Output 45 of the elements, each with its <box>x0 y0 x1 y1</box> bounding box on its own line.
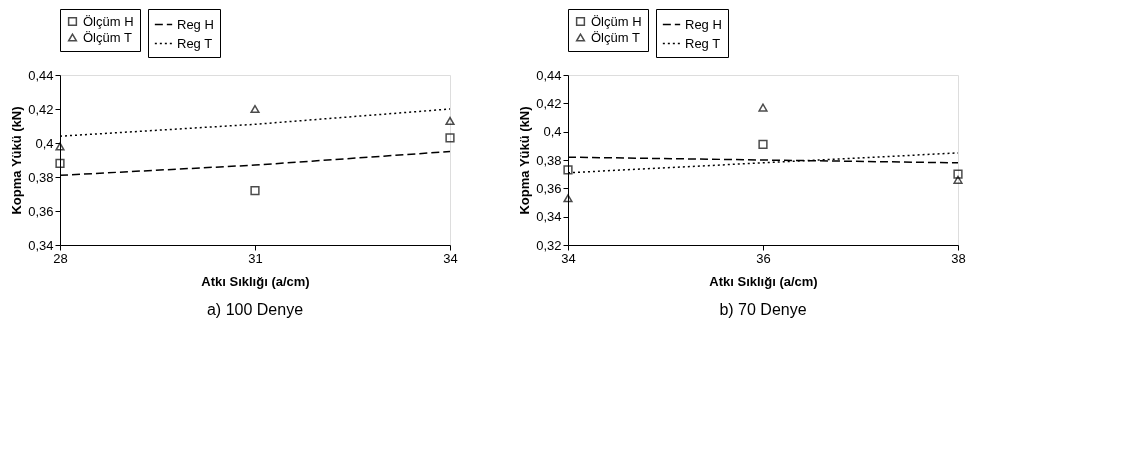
legend-label: Reg H <box>685 16 722 32</box>
y-tick-label: 0,42 <box>28 101 54 117</box>
point <box>55 142 65 151</box>
y-tick-label: 0,4 <box>35 135 54 151</box>
legend-label: Reg H <box>177 16 214 32</box>
x-tick-label: 31 <box>248 250 263 266</box>
y-axis-title: Kopma Yükü (kN) <box>9 106 25 215</box>
y-tick-label: 0,34 <box>28 237 54 253</box>
legend-label: Reg T <box>177 35 213 51</box>
point <box>250 185 260 196</box>
y-tick-label: 0,34 <box>536 209 562 225</box>
x-axis-title: Atkı Sıklığı (a/cm) <box>709 273 818 289</box>
point <box>445 133 455 143</box>
point <box>445 116 455 125</box>
y-tick-label: 0,38 <box>28 169 54 185</box>
y-tick-label: 0,36 <box>28 203 54 219</box>
point <box>250 104 260 114</box>
x-tick-label: 36 <box>756 250 771 266</box>
x-axis-title: Atkı Sıklığı (a/cm) <box>201 273 310 289</box>
legend-label: Ölçüm T <box>591 29 640 45</box>
legend-label: Ölçüm H <box>83 13 134 29</box>
y-tick-label: 0,42 <box>536 95 562 111</box>
y-tick-label: 0,32 <box>536 237 562 253</box>
legend-label: Reg T <box>685 35 721 51</box>
text: a) 100 Denye <box>206 301 304 318</box>
point <box>55 158 65 169</box>
point <box>953 169 963 179</box>
point <box>563 194 573 203</box>
legend-label: Ölçüm H <box>591 13 642 29</box>
y-tick-label: 0,4 <box>543 124 562 140</box>
y-axis-title: Kopma Yükü (kN) <box>517 106 533 215</box>
text: b) 70 Denye <box>719 301 807 318</box>
point <box>953 175 963 184</box>
y-tick-label: 0,38 <box>536 152 562 168</box>
y-tick-label: 0,44 <box>536 67 562 83</box>
x-tick-label: 34 <box>561 250 576 266</box>
point <box>758 139 768 150</box>
point <box>563 165 573 175</box>
x-tick-label: 28 <box>53 250 68 266</box>
y-tick-label: 0,36 <box>536 180 562 196</box>
x-tick-label: 34 <box>443 250 458 266</box>
legend-label: Ölçüm T <box>83 29 132 45</box>
y-tick-label: 0,44 <box>28 67 54 83</box>
x-tick-label: 38 <box>951 250 966 266</box>
point <box>758 103 768 112</box>
